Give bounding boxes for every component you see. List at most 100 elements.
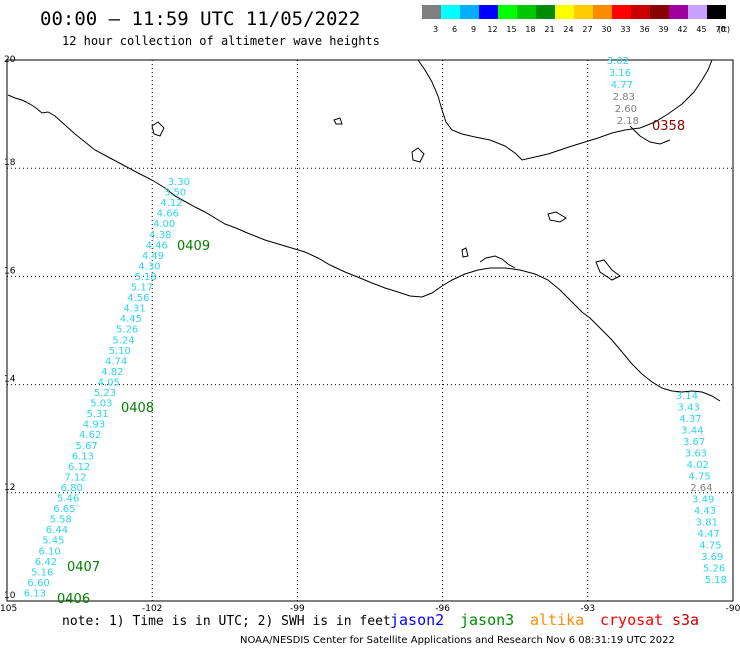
track-pass-north-east: 3.023.164.772.832.602.18 bbox=[607, 56, 639, 127]
lat-lon-grid bbox=[7, 60, 733, 601]
wave-height-value: 3.69 bbox=[701, 552, 723, 563]
wave-height-value: 6.10 bbox=[39, 546, 61, 557]
wave-height-value: 5.18 bbox=[705, 575, 727, 586]
map-title: 00:00 — 11:59 UTC 11/05/2022 bbox=[40, 8, 360, 30]
lake-small-2 bbox=[547, 211, 567, 223]
legend-label: 15 bbox=[506, 25, 516, 34]
wave-height-value: 3.67 bbox=[683, 437, 705, 448]
wave-height-value: 4.93 bbox=[83, 420, 105, 431]
wave-height-value: 4.74 bbox=[105, 356, 127, 367]
pass-label-0407: 0407 bbox=[67, 560, 100, 575]
legend-label: 70 bbox=[715, 25, 725, 34]
legend-swatch bbox=[707, 5, 726, 19]
track-pass-south-east: 3.143.434.373.443.673.634.024.752.643.49… bbox=[676, 391, 727, 586]
pass-label-0406: 0406 bbox=[57, 592, 90, 607]
wave-height-value: 5.58 bbox=[50, 515, 72, 526]
wave-height-value: 7.12 bbox=[64, 472, 86, 483]
wave-height-value: 6.60 bbox=[27, 578, 49, 589]
y-tick-label: 14 bbox=[4, 375, 16, 385]
wave-height-value: 5.26 bbox=[703, 564, 725, 575]
wave-height-value: 4.56 bbox=[127, 293, 149, 304]
y-tick-label: 12 bbox=[4, 483, 15, 493]
wave-height-value: 4.12 bbox=[160, 198, 182, 209]
axis-tick-labels: -105 -102 -99 -96 -93 -90 20 18 16 14 12 10 bbox=[0, 55, 740, 614]
y-tick-label: 18 bbox=[4, 158, 16, 168]
legend-label: 39 bbox=[658, 25, 668, 34]
legend-label: 36 bbox=[639, 25, 649, 34]
wave-height-value: 4.30 bbox=[138, 261, 160, 272]
x-tick-label: -105 bbox=[0, 604, 17, 614]
wave-height-value: 3.49 bbox=[692, 495, 714, 506]
wave-height-value: 2.64 bbox=[690, 483, 712, 494]
satellite-name: altika bbox=[530, 611, 584, 629]
wave-height-value: 4.00 bbox=[153, 219, 175, 230]
island-2 bbox=[333, 117, 343, 125]
wave-height-value: 3.16 bbox=[609, 68, 631, 79]
wave-height-value: 4.75 bbox=[688, 472, 710, 483]
wave-height-value: 5.17 bbox=[131, 283, 153, 294]
wave-height-value: 2.83 bbox=[613, 92, 635, 103]
satellite-name: cryosat bbox=[600, 611, 663, 629]
wave-height-value: 5.03 bbox=[90, 399, 112, 410]
legend-swatch bbox=[460, 5, 479, 19]
lake-small-1 bbox=[411, 147, 425, 163]
legend-swatch bbox=[574, 5, 593, 19]
y-tick-label: 20 bbox=[4, 55, 16, 65]
legend-swatch bbox=[555, 5, 574, 19]
legend-swatch bbox=[669, 5, 688, 19]
wave-height-value: 3.44 bbox=[681, 426, 703, 437]
legend-swatch bbox=[441, 5, 460, 19]
legend-label: 12 bbox=[487, 25, 497, 34]
wave-height-value: 3.63 bbox=[685, 449, 707, 460]
legend-swatch bbox=[688, 5, 707, 19]
satellite-legend: jason2 jason3 altika cryosat s3a bbox=[390, 611, 699, 629]
wave-height-value: 2.18 bbox=[617, 116, 639, 127]
wave-height-value: 6.13 bbox=[24, 588, 46, 599]
wave-height-value: 4.45 bbox=[120, 314, 142, 325]
wave-height-value: 4.02 bbox=[687, 460, 709, 471]
wave-height-value: 5.16 bbox=[31, 567, 53, 578]
map-subtitle: 12 hour collection of altimeter wave hei… bbox=[62, 34, 380, 48]
wave-height-value: 4.49 bbox=[142, 251, 164, 262]
lake-small-4 bbox=[151, 121, 165, 137]
color-scale-legend: 3 6 9 12 15 18 21 24 27 30 33 36 39 42 45 70(ft) bbox=[422, 5, 730, 34]
wave-height-value: 4.31 bbox=[123, 304, 145, 315]
legend-label: 30 bbox=[601, 25, 611, 34]
wave-height-value: 3.43 bbox=[678, 403, 700, 414]
legend-label: 27 bbox=[582, 25, 592, 34]
wave-height-value: 4.77 bbox=[611, 80, 633, 91]
wave-height-value: 5.31 bbox=[87, 409, 109, 420]
legend-label: 18 bbox=[525, 25, 535, 34]
coastline-gulf-yucatan bbox=[417, 59, 713, 161]
legend-swatch bbox=[650, 5, 669, 19]
wave-height-value: 4.62 bbox=[79, 430, 101, 441]
pass-label-0408: 0408 bbox=[121, 401, 154, 416]
legend-label: 45 bbox=[696, 25, 706, 34]
x-tick-label: -102 bbox=[142, 604, 162, 614]
wave-height-value: 5.18 bbox=[135, 272, 157, 283]
legend-label: 24 bbox=[563, 25, 573, 34]
island-1 bbox=[461, 247, 469, 258]
coastline bbox=[7, 59, 721, 402]
satellite-name: s3a bbox=[672, 611, 699, 629]
coastline-mexico-pacific bbox=[7, 94, 721, 402]
lake-small-3 bbox=[595, 259, 621, 281]
x-tick-label: -96 bbox=[435, 604, 450, 614]
wave-height-value: 4.47 bbox=[697, 529, 719, 540]
wave-height-value: 3.30 bbox=[168, 177, 190, 188]
wave-height-value: 6.65 bbox=[53, 504, 75, 515]
coastline-yucatan-tip bbox=[629, 125, 671, 145]
wave-height-value: 4.66 bbox=[157, 209, 179, 220]
wave-height-value: 4.43 bbox=[694, 506, 716, 517]
legend-swatch bbox=[631, 5, 650, 19]
legend-swatch bbox=[517, 5, 536, 19]
x-tick-label: -99 bbox=[290, 604, 305, 614]
y-tick-label: 10 bbox=[4, 591, 16, 601]
legend-label: 42 bbox=[677, 25, 687, 34]
x-tick-label: -90 bbox=[726, 604, 740, 614]
legend-label: 3 bbox=[433, 25, 438, 34]
wave-height-value: 6.42 bbox=[35, 557, 57, 568]
legend-swatch bbox=[593, 5, 612, 19]
